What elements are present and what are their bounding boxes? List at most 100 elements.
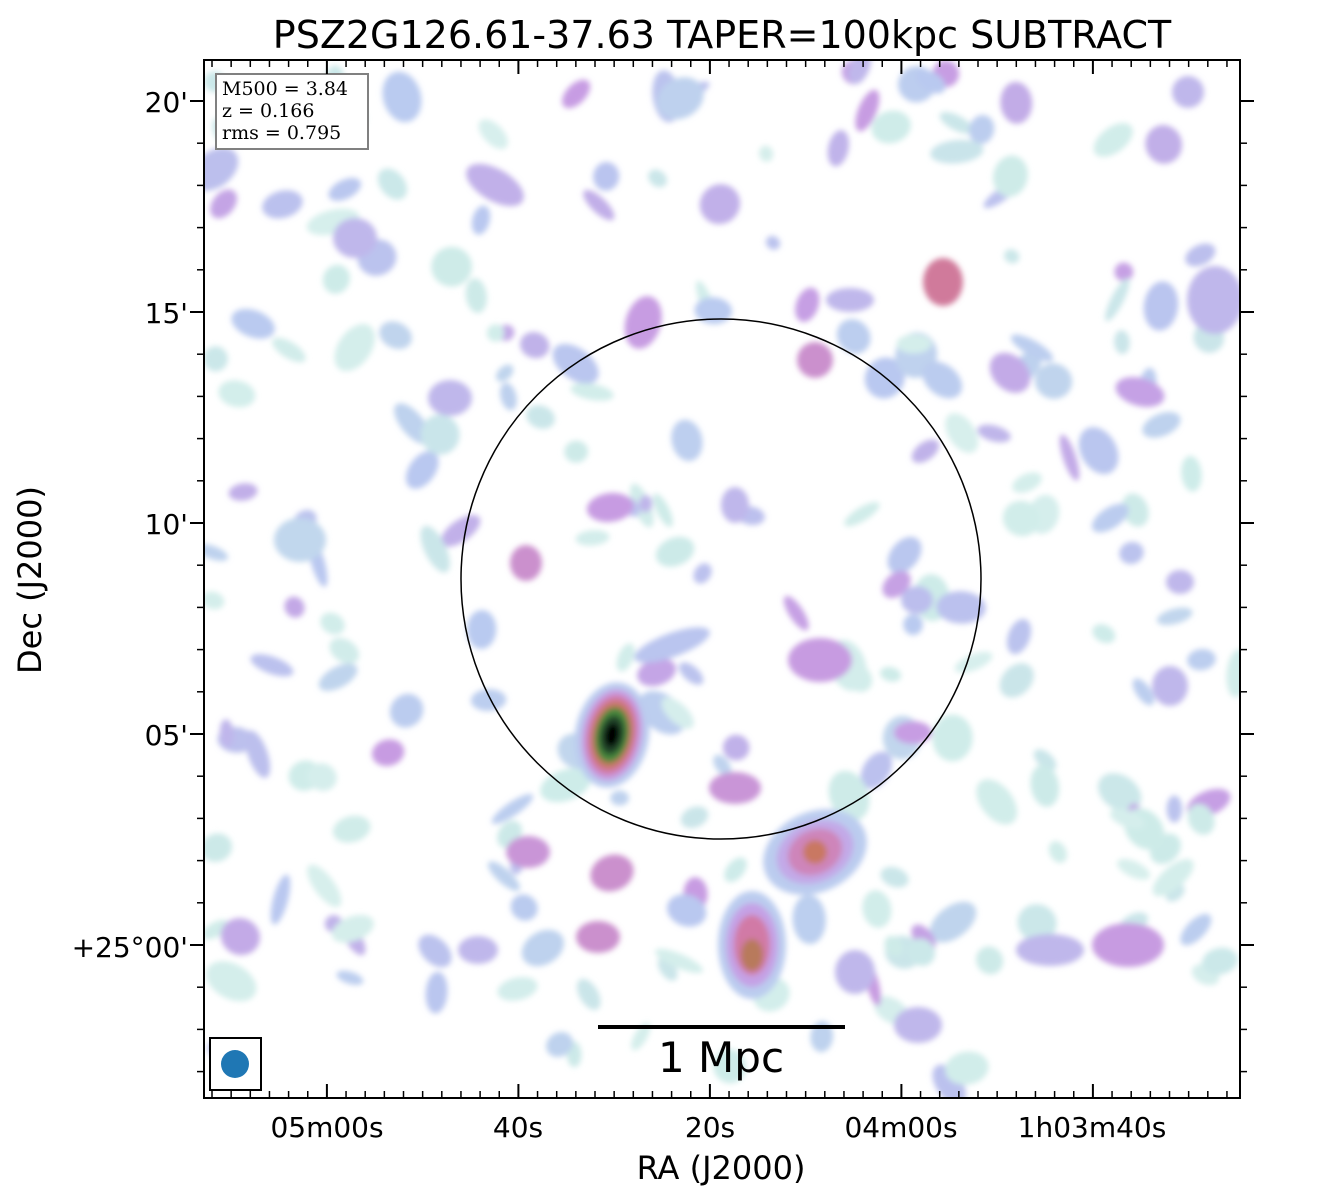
noise-patch [206,961,257,1002]
noise-patch [1117,858,1151,880]
x-axis-labels: 05m00s 40s 20s 04m00s 1h03m40s RA (J2000… [270,1111,1166,1187]
noise-patch [828,770,870,821]
noise-patch [487,861,520,891]
noise-patch [320,612,345,635]
noise-patch [440,514,481,547]
noise-patch [655,536,695,567]
noise-patch [1033,749,1057,771]
noise-patch [1143,281,1179,331]
noise-patch [783,595,809,631]
noise-patch [657,77,704,120]
noise-patch [655,948,703,974]
noise-patch [631,1022,651,1051]
plot-frame [203,59,1241,1099]
noise-patch [478,119,509,150]
axis-ticks [190,60,1254,1098]
noise-patch [204,346,228,372]
noise-patch [219,719,234,748]
noise-patch [1034,363,1073,399]
noise-patch [1093,122,1133,157]
noise-patch [699,184,741,225]
noise-patch [1030,764,1060,807]
noise-patch [420,414,460,455]
noise-patch [765,235,781,250]
beam-ellipse [221,1050,249,1078]
noise-patch [329,637,360,664]
noise-patch [1097,773,1142,812]
noise-patch [307,864,342,908]
noise-patch [1142,411,1181,438]
southern-extended-source [741,939,763,971]
noise-patch [284,596,305,618]
noise-patch [922,361,963,399]
noise-patch [586,492,634,523]
noise-patch [1048,841,1068,863]
emission-feature [1166,570,1194,594]
noise-patch [880,866,909,888]
emission-feature [510,545,542,581]
noise-patch [1059,434,1080,481]
noise-patch [1119,541,1144,565]
noise-patch [583,189,615,221]
emission-feature [901,586,933,614]
noise-patch [1181,455,1202,492]
noise-patch [379,321,412,350]
noise-patch [521,929,564,967]
noise-patch [903,614,923,636]
noise-patch [322,264,350,294]
noise-patch [218,380,256,408]
x-axis-title: RA (J2000) [637,1149,806,1187]
emission-feature [1172,76,1204,108]
y-tick-label: 20' [145,86,188,119]
noise-patch [497,976,538,1001]
noise-patch [371,739,405,767]
noise-patch [930,139,984,164]
chart-title: PSZ2G126.61-37.63 TAPER=100kpc SUBTRACT [273,13,1172,57]
noise-patch [722,734,750,761]
noise-patch [328,177,362,201]
noise-patch [999,663,1034,698]
noise-patch [945,413,979,453]
noise-patch [491,794,534,824]
noise-patch [827,130,850,167]
noise-patch [546,1031,573,1058]
x-tick-label: 04m00s [844,1111,957,1144]
noise-patch [1185,243,1216,267]
noise-patch [936,591,986,624]
noise-patch [911,439,940,463]
noise-patch [666,894,707,927]
noise-patch [272,337,306,363]
plot-area: M500 = 3.84 z = 0.166 rms = 0.795 1 Mpc [190,59,1254,1099]
emission-feature [634,627,710,663]
noise-patch [671,419,703,462]
noise-patch [1201,947,1238,975]
noise-patch [945,1051,989,1085]
noise-patch [624,296,662,349]
compact-source [604,723,620,747]
noise-patch [661,697,694,729]
noise-patch [1017,904,1057,942]
noise-patch [250,654,294,677]
noise-patch [270,874,291,925]
noise-patch [336,970,364,985]
noise-patch [694,297,733,325]
emission-feature [923,258,963,306]
info-box-frame [215,73,369,150]
noise-patch [231,308,275,339]
noise-patch [1114,330,1130,355]
noise-patch [1012,472,1042,493]
noise-patch [1187,803,1215,835]
emission-feature [1152,666,1188,706]
noise-patch [968,114,995,145]
x-tick-label: 20s [685,1111,735,1144]
noise-patch [471,205,491,235]
noise-patch [616,643,635,672]
noise-patch [680,806,709,829]
emission-feature [894,1007,942,1043]
noise-patch [262,190,303,219]
noise-patch [1114,262,1134,282]
noise-patch [204,147,239,191]
noise-patch [836,319,871,354]
noise-patch [989,352,1031,393]
